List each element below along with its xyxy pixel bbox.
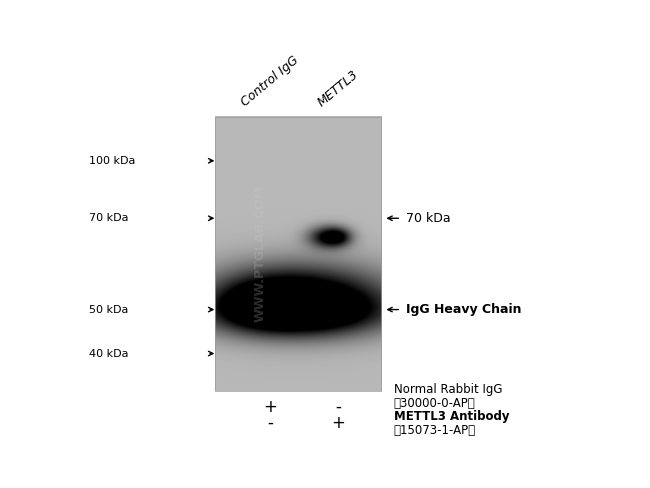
Text: METTL3: METTL3: [315, 68, 361, 109]
Text: METTL3 Antibody: METTL3 Antibody: [393, 410, 509, 423]
Text: 100 kDa: 100 kDa: [89, 156, 135, 166]
Text: 70 kDa: 70 kDa: [406, 212, 451, 225]
Text: Control IgG: Control IgG: [239, 54, 302, 109]
Text: -: -: [335, 398, 341, 416]
Text: +: +: [263, 398, 277, 416]
Text: （15073-1-AP）: （15073-1-AP）: [393, 424, 476, 437]
Text: WWW.PTGLAB.COM: WWW.PTGLAB.COM: [254, 185, 266, 323]
Text: 50 kDa: 50 kDa: [89, 305, 128, 315]
Text: -: -: [267, 414, 273, 432]
Text: 70 kDa: 70 kDa: [89, 213, 128, 223]
Text: IgG Heavy Chain: IgG Heavy Chain: [406, 303, 522, 316]
Text: Normal Rabbit IgG: Normal Rabbit IgG: [393, 383, 502, 396]
Text: 40 kDa: 40 kDa: [89, 348, 128, 359]
Text: +: +: [332, 414, 345, 432]
Text: （30000-0-AP）: （30000-0-AP）: [393, 397, 475, 409]
Bar: [214, 117, 381, 391]
